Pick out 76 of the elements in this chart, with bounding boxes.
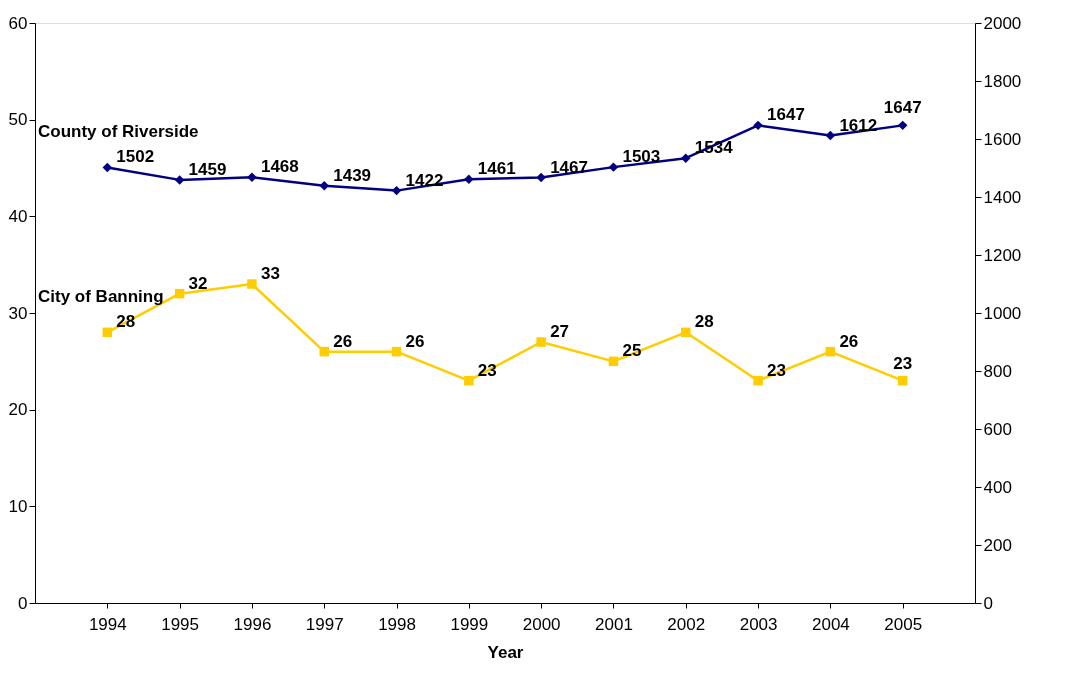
- point: [319, 180, 329, 191]
- x-tick-label: 2002: [667, 614, 706, 634]
- point: [102, 327, 113, 338]
- y2-tick-label: 1200: [983, 245, 1022, 265]
- x-tick-label: 1999: [450, 614, 489, 634]
- point: [247, 279, 257, 289]
- point: [681, 327, 691, 338]
- data-label: 26: [333, 331, 353, 351]
- data-label: 1467: [550, 157, 588, 177]
- y2-tick-label: 400: [983, 477, 1012, 497]
- data-label: 1647: [767, 105, 805, 125]
- point: [536, 172, 546, 183]
- series-label: City of Banning: [38, 287, 164, 307]
- y2-tick-label: 1000: [983, 303, 1022, 323]
- point: [608, 162, 619, 172]
- point: [753, 375, 763, 386]
- series-label: County of Riverside: [38, 122, 199, 142]
- y-tick-label: 50: [8, 110, 28, 130]
- point: [391, 185, 402, 196]
- y2-tick-label: 1600: [983, 129, 1022, 149]
- y-tick-label: 0: [18, 593, 28, 613]
- y2-tick-label: 1800: [983, 71, 1022, 91]
- point: [753, 120, 763, 131]
- y2-tick-label: 0: [983, 593, 993, 613]
- point: [464, 174, 474, 185]
- y2-tick-label: 1400: [983, 187, 1022, 207]
- y2-tick-label: 2000: [983, 13, 1022, 33]
- y-tick-label: 30: [8, 303, 28, 323]
- x-tick-label: 1994: [88, 614, 127, 634]
- x-tick-label: 2001: [595, 614, 633, 634]
- point: [681, 153, 691, 163]
- x-tick-label: 1995: [161, 614, 200, 634]
- x-tick-label: 2003: [739, 614, 778, 634]
- data-label: 1502: [116, 147, 155, 167]
- point: [464, 375, 474, 386]
- x-axis-title: Year: [487, 642, 524, 662]
- point: [608, 356, 619, 367]
- x-tick-label: 2004: [811, 614, 850, 634]
- data-label: 33: [260, 264, 280, 283]
- data-label: 1459: [188, 159, 227, 179]
- data-label: 26: [405, 331, 425, 351]
- x-tick-label: 2000: [522, 614, 561, 634]
- point: [174, 288, 185, 299]
- point: [536, 337, 546, 347]
- data-label: 1612: [839, 115, 878, 135]
- point: [174, 175, 185, 185]
- point: [319, 346, 329, 357]
- data-label: 28: [694, 312, 714, 332]
- y-tick-label: 60: [8, 13, 28, 33]
- y2-tick-label: 800: [983, 361, 1012, 381]
- point: [102, 162, 113, 173]
- data-label: 26: [839, 331, 859, 351]
- x-tick-label: 1997: [305, 614, 344, 634]
- y2-tick-label: 600: [983, 419, 1012, 439]
- y-tick-label: 40: [8, 206, 28, 226]
- data-label: 23: [893, 353, 913, 373]
- data-label: 1439: [333, 165, 372, 185]
- data-label: 27: [550, 322, 570, 341]
- y-tick-label: 20: [8, 400, 28, 420]
- point: [825, 130, 836, 141]
- data-label: 1503: [622, 147, 661, 167]
- point: [391, 346, 402, 357]
- y-tick-label: 10: [8, 496, 28, 516]
- data-label: 1468: [260, 157, 299, 177]
- data-label: 1461: [477, 159, 516, 179]
- point: [247, 172, 257, 183]
- x-tick-label: 1996: [233, 614, 272, 634]
- point: [825, 346, 836, 357]
- x-tick-label: 2005: [884, 614, 923, 634]
- data-label: 32: [188, 273, 208, 293]
- data-label: 1422: [405, 170, 444, 190]
- data-label: 1647: [883, 98, 922, 118]
- y2-tick-label: 200: [983, 535, 1012, 555]
- x-tick-label: 1998: [378, 614, 416, 634]
- point: [897, 375, 908, 386]
- point: [897, 120, 908, 131]
